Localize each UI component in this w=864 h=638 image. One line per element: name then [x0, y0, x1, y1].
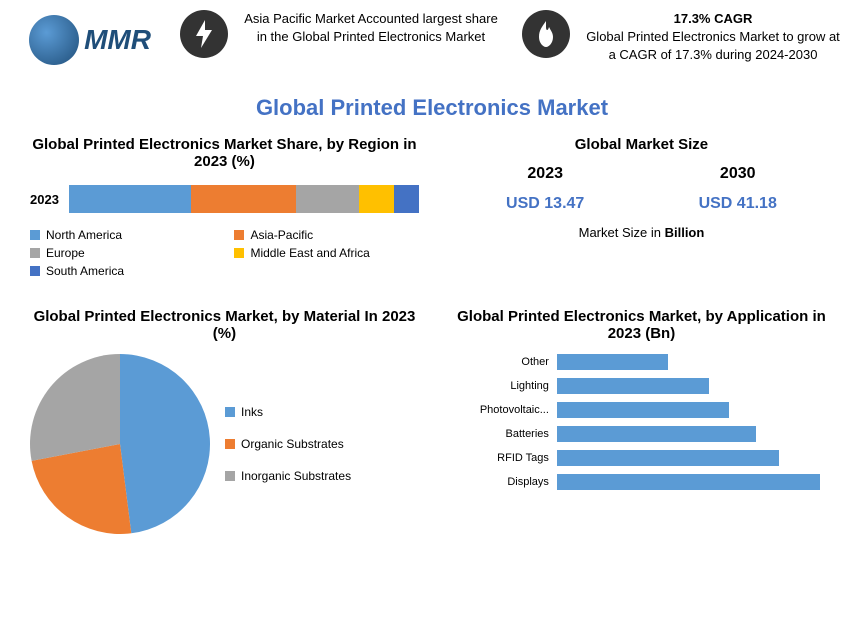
legend-label: Inorganic Substrates	[241, 469, 351, 483]
hbar-track	[557, 378, 834, 394]
hbar-fill	[557, 426, 756, 442]
legend-label: South America	[46, 264, 124, 278]
ms-year-2023: 2023	[527, 165, 563, 183]
application-bars: Other Lighting Photovoltaic... Batteries RFI…	[449, 354, 834, 490]
cagr-title: 17.3% CAGR	[582, 10, 844, 28]
hbar-fill	[557, 354, 668, 370]
region-panel: Global Printed Electronics Market Share,…	[25, 131, 424, 283]
hbar-row: RFID Tags	[449, 450, 834, 466]
material-title: Global Printed Electronics Market, by Ma…	[30, 308, 419, 342]
logo-text: MMR	[84, 24, 151, 56]
region-seg	[394, 185, 419, 213]
legend-item: South America	[30, 264, 214, 278]
legend-swatch	[30, 266, 40, 276]
legend-swatch	[225, 471, 235, 481]
legend-swatch	[30, 248, 40, 258]
flame-icon	[522, 10, 570, 58]
legend-swatch	[225, 439, 235, 449]
ms-year-2030: 2030	[720, 165, 756, 183]
market-size-note: Market Size in Billion	[449, 225, 834, 240]
hbar-row: Photovoltaic...	[449, 402, 834, 418]
legend-label: Organic Substrates	[241, 437, 344, 451]
legend-item: Organic Substrates	[225, 437, 351, 451]
hbar-label: Lighting	[449, 380, 549, 392]
legend-item: Middle East and Africa	[234, 246, 418, 260]
region-legend: North America Asia-Pacific Europe Middle Ea…	[30, 228, 419, 278]
hbar-track	[557, 450, 834, 466]
legend-label: Europe	[46, 246, 85, 260]
ms-note-bold: Billion	[665, 225, 705, 240]
ms-val-2030: USD 41.18	[699, 195, 777, 213]
hbar-fill	[557, 378, 709, 394]
legend-swatch	[30, 230, 40, 240]
hbar-track	[557, 426, 834, 442]
logo: MMR	[20, 10, 160, 70]
region-seg	[191, 185, 296, 213]
legend-item: Europe	[30, 246, 214, 260]
region-seg	[296, 185, 359, 213]
header-fact-1-text: Asia Pacific Market Accounted largest sh…	[240, 10, 502, 46]
material-legend: Inks Organic Substrates Inorganic Substrat…	[225, 405, 351, 483]
hbar-label: Batteries	[449, 428, 549, 440]
hbar-row: Batteries	[449, 426, 834, 442]
legend-item: North America	[30, 228, 214, 242]
hbar-fill	[557, 450, 779, 466]
hbar-label: Other	[449, 356, 549, 368]
cagr-text: Global Printed Electronics Market to gro…	[582, 28, 844, 64]
bolt-icon	[180, 10, 228, 58]
material-pie-chart	[30, 354, 210, 534]
region-year: 2023	[30, 192, 59, 207]
legend-swatch	[234, 248, 244, 258]
hbar-fill	[557, 474, 820, 490]
legend-label: Inks	[241, 405, 263, 419]
legend-label: Asia-Pacific	[250, 228, 313, 242]
legend-swatch	[225, 407, 235, 417]
application-title: Global Printed Electronics Market, by Ap…	[449, 308, 834, 342]
ms-note-prefix: Market Size in	[579, 225, 665, 240]
market-size-title: Global Market Size	[449, 136, 834, 153]
hbar-label: Photovoltaic...	[449, 404, 549, 416]
hbar-label: RFID Tags	[449, 452, 549, 464]
globe-icon	[29, 15, 79, 65]
material-pie-section: Inks Organic Substrates Inorganic Substrat…	[30, 354, 419, 534]
header-fact-1: Asia Pacific Market Accounted largest sh…	[180, 10, 502, 58]
legend-swatch	[234, 230, 244, 240]
hbar-row: Other	[449, 354, 834, 370]
market-size-values: USD 13.47 USD 41.18	[449, 195, 834, 213]
material-panel: Global Printed Electronics Market, by Ma…	[25, 303, 424, 539]
hbar-row: Lighting	[449, 378, 834, 394]
hbar-row: Displays	[449, 474, 834, 490]
legend-label: Middle East and Africa	[250, 246, 369, 260]
legend-label: North America	[46, 228, 122, 242]
content-grid: Global Printed Electronics Market Share,…	[0, 131, 864, 539]
header-fact-2-text: 17.3% CAGR Global Printed Electronics Ma…	[582, 10, 844, 65]
market-size-panel: Global Market Size 2023 2030 USD 13.47 U…	[444, 131, 839, 283]
market-size-years: 2023 2030	[449, 165, 834, 183]
main-title: Global Printed Electronics Market	[0, 95, 864, 121]
region-stacked-bar: 2023	[30, 185, 419, 213]
region-seg	[69, 185, 192, 213]
legend-item: Inorganic Substrates	[225, 469, 351, 483]
legend-item: Inks	[225, 405, 351, 419]
legend-item: Asia-Pacific	[234, 228, 418, 242]
hbar-fill	[557, 402, 729, 418]
region-bar-container	[69, 185, 419, 213]
hbar-track	[557, 474, 834, 490]
application-panel: Global Printed Electronics Market, by Ap…	[444, 303, 839, 539]
ms-val-2023: USD 13.47	[506, 195, 584, 213]
header-fact-2: 17.3% CAGR Global Printed Electronics Ma…	[522, 10, 844, 65]
hbar-track	[557, 402, 834, 418]
pie-slice	[30, 354, 120, 461]
hbar-track	[557, 354, 834, 370]
pie-slice	[120, 354, 210, 533]
hbar-label: Displays	[449, 476, 549, 488]
region-seg	[359, 185, 394, 213]
region-title: Global Printed Electronics Market Share,…	[30, 136, 419, 170]
header: MMR Asia Pacific Market Accounted larges…	[0, 0, 864, 80]
